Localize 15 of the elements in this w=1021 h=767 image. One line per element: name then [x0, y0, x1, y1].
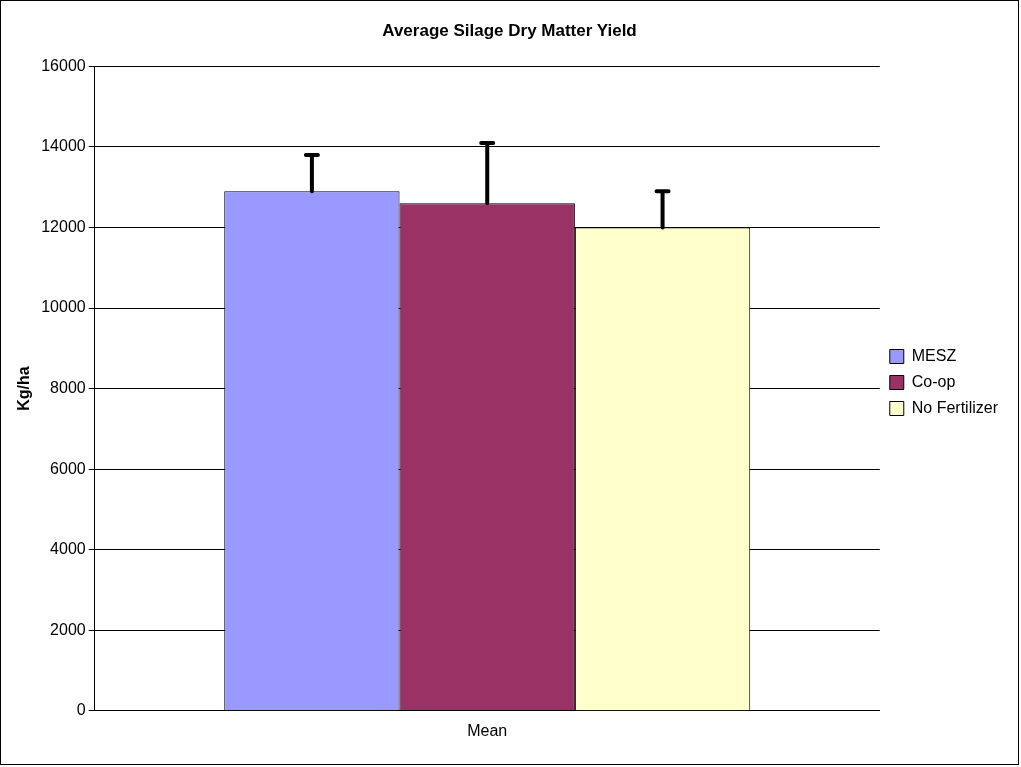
y-axis-title: Kg/ha	[15, 366, 33, 411]
x-tick-label: Mean	[467, 721, 508, 739]
y-tick-label: 14000	[41, 137, 86, 155]
y-tick-label: 2000	[50, 620, 86, 638]
legend-label: MESZ	[911, 346, 957, 364]
y-tick-label: 0	[76, 701, 86, 719]
legend-label: No Fertilizer	[911, 398, 999, 416]
y-tick-label: 12000	[41, 217, 86, 235]
y-tick-label: 6000	[50, 459, 86, 477]
y-tick-label: 8000	[50, 379, 86, 397]
y-tick-label: 10000	[41, 298, 86, 316]
y-tick-label: 16000	[41, 56, 86, 74]
chart-title: Average Silage Dry Matter Yield	[382, 20, 637, 40]
y-tick-label: 4000	[50, 540, 86, 558]
legend-label: Co-op	[911, 372, 956, 390]
